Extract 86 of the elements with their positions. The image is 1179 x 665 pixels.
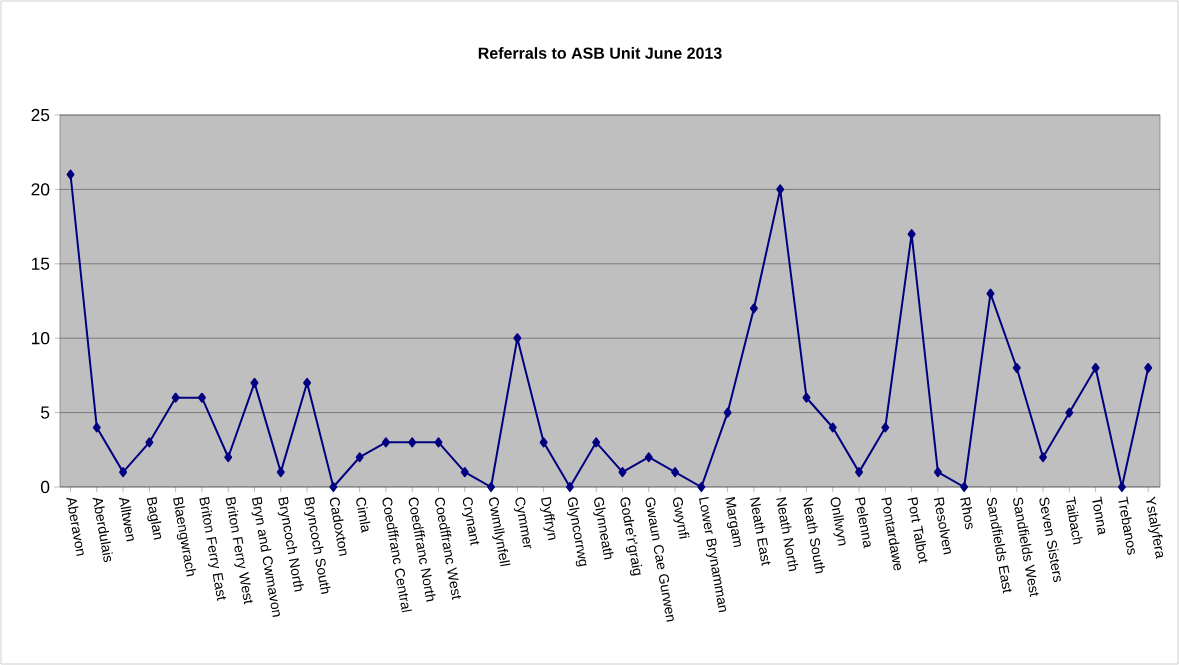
point [197,392,206,403]
x-tick-label: Sandfields East [986,497,1012,594]
x-tick-label: Ystalyfera [1146,496,1164,559]
y-tick-label: 0 [40,480,50,494]
x-tick-label: Glyncorrwg [566,497,587,567]
point [1091,362,1100,373]
x-tick-label: Neath East [750,497,771,566]
x-tick-label: Margam [725,497,741,548]
point [92,422,101,433]
point [119,467,128,478]
x-tick-label: Bryncoch North [277,497,304,592]
x-tick-label: Cwmllynfell [489,497,511,567]
point [303,377,312,388]
point [513,333,522,344]
point [881,422,890,433]
x-tick-label: Trebanos [1118,496,1135,555]
x-tick-label: Coedffranc North [408,497,436,602]
point [276,467,285,478]
point [460,467,469,478]
point [723,407,732,418]
x-tick-label: Taibach [1065,496,1083,545]
point [224,452,233,463]
point [592,437,601,448]
point [697,482,706,492]
point [250,377,259,388]
point [171,392,180,403]
point [539,437,548,448]
x-tick-label: Pontardawe [881,497,902,571]
x-tick-label: Pelenna [855,497,871,549]
x-tick-label: Gwynfi [673,497,690,539]
x-tick-label: Alltwen [118,497,134,542]
point [933,467,942,478]
x-tick-label: Glynneath [593,497,614,560]
x-tick-label: Baglan [146,497,162,540]
x-tick-label: Resolven [934,497,951,555]
y-tick-label: 20 [31,183,50,196]
x-tick-label: Godre'r'graig [620,497,643,576]
x-tick-label: Sandfields West [1013,497,1039,598]
point [855,467,864,478]
x-tick-label: Port Talbot [907,497,928,564]
point [381,437,390,448]
x-tick-label: Coedffranc West [435,497,462,600]
point [1012,362,1021,373]
point [986,288,995,299]
chart-title: Referrals to ASB Unit June 2013 [478,47,722,59]
point [66,169,75,180]
x-tick-label: Cimla [356,497,371,534]
point [802,392,811,403]
x-tick-label: Neath North [776,497,799,572]
x-tick-label: Tonna [1092,496,1106,536]
x-tick-label: Aberdulais [92,497,113,563]
y-tick-label: 15 [32,257,50,270]
x-tick-label: Aberavon [66,497,84,556]
point [1144,362,1153,373]
point [355,452,364,463]
point [1065,407,1074,418]
x-tick-label: Onllwyn [830,497,846,546]
point [1117,482,1126,492]
point [618,467,627,478]
point [749,303,758,314]
point [776,184,785,195]
point [145,437,154,448]
point [329,482,338,492]
point [960,482,969,492]
point [671,467,680,478]
x-tick-label: Cadoxton [329,497,347,556]
x-tick-label: Cymmer [513,497,532,549]
point [828,422,837,433]
x-tick-label: Crynant [462,497,480,546]
x-tick-label: Gwaun Cae Gurwen [645,497,674,622]
x-tick-label: Bryncoch South [304,497,331,595]
x-tick-label: Neath South [802,497,825,574]
point [487,482,496,492]
x-tick-label: Rhos [960,497,973,530]
point [434,437,443,448]
x-tick-label: Dyffryn [539,497,556,541]
point [644,452,653,463]
x-tick-label: Seven Sisters [1039,497,1061,583]
point [565,482,574,492]
point [408,437,417,448]
x-tick-label: Blaengwrach [173,497,196,577]
y-tick-label: 25 [31,108,50,122]
x-tick-label: Briton Ferry East [199,497,227,601]
y-tick-label: 10 [32,332,50,345]
y-tick-label: 5 [41,406,50,419]
point [1039,452,1048,463]
